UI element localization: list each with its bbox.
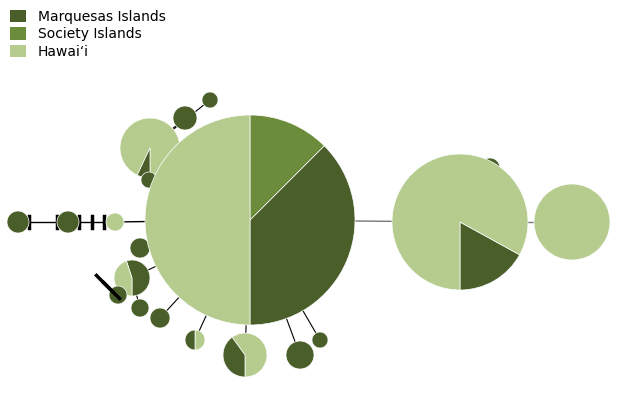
Legend: Marquesas Islands, Society Islands, Hawaiʻi: Marquesas Islands, Society Islands, Hawa… bbox=[7, 7, 168, 61]
Wedge shape bbox=[150, 308, 170, 328]
Wedge shape bbox=[130, 238, 150, 258]
Wedge shape bbox=[141, 172, 157, 188]
Wedge shape bbox=[250, 146, 355, 325]
Wedge shape bbox=[114, 261, 132, 296]
Wedge shape bbox=[126, 260, 150, 296]
Wedge shape bbox=[480, 160, 490, 178]
Wedge shape bbox=[137, 148, 150, 178]
Wedge shape bbox=[232, 333, 267, 377]
Wedge shape bbox=[109, 286, 127, 304]
Wedge shape bbox=[497, 177, 513, 193]
Wedge shape bbox=[185, 330, 195, 350]
Wedge shape bbox=[131, 299, 149, 317]
Wedge shape bbox=[120, 118, 180, 178]
Wedge shape bbox=[106, 213, 124, 231]
Wedge shape bbox=[460, 222, 520, 290]
Wedge shape bbox=[286, 341, 314, 369]
Wedge shape bbox=[57, 211, 79, 233]
Wedge shape bbox=[484, 158, 500, 178]
Wedge shape bbox=[250, 115, 324, 220]
Wedge shape bbox=[7, 211, 29, 233]
Wedge shape bbox=[392, 154, 528, 290]
Wedge shape bbox=[173, 106, 197, 130]
Wedge shape bbox=[223, 337, 245, 377]
Wedge shape bbox=[145, 115, 250, 325]
Wedge shape bbox=[312, 332, 328, 348]
Wedge shape bbox=[534, 184, 610, 260]
Wedge shape bbox=[202, 92, 218, 108]
Wedge shape bbox=[195, 330, 205, 350]
